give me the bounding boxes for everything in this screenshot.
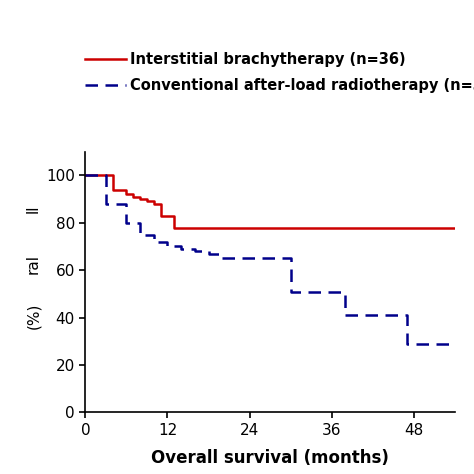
Text: ral: ral	[26, 254, 41, 274]
Text: Interstitial brachytherapy (n=36): Interstitial brachytherapy (n=36)	[130, 52, 406, 67]
Text: ll: ll	[26, 205, 41, 213]
Text: (%): (%)	[26, 303, 41, 329]
X-axis label: Overall survival (months): Overall survival (months)	[151, 449, 389, 467]
Text: Conventional after-load radiotherapy (n=3: Conventional after-load radiotherapy (n=…	[130, 78, 474, 93]
